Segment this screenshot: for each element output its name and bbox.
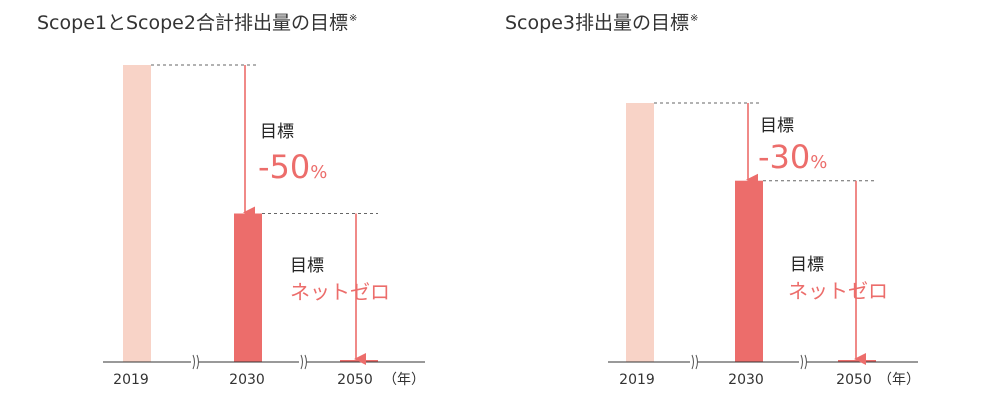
axis-break-mark [695,354,698,370]
bar-2019 [626,103,654,362]
target-value-unit: % [310,162,327,183]
x-axis-unit-label: （年） [878,372,920,388]
x-axis-unit-label: （年） [383,372,425,388]
target-value-net-zero: ネットゼロ [788,279,888,303]
target-label: 目標 [290,256,324,276]
target-label: 目標 [760,116,794,136]
tick-label-2030: 2030 [229,372,265,388]
chart-title-text: Scope3排出量の目標 [505,12,689,34]
axis-break-mark [196,354,199,370]
axis-break-mark [691,354,694,370]
bar-2019 [123,65,151,362]
target-label: 目標 [790,255,824,275]
axis-break-mark [804,354,807,370]
axis-break-mark [800,354,803,370]
tick-label-2050: 2050 [836,372,872,388]
tick-label-2030: 2030 [728,372,764,388]
bar-2030 [735,180,763,362]
bar-2030 [234,213,262,362]
target-value: -50% [258,148,327,186]
chart-title-scope12: Scope1とScope2合計排出量の目標※ [37,8,357,35]
target-value: -30% [758,138,827,176]
target-value-net-zero: ネットゼロ [290,280,390,304]
footnote-mark: ※ [689,13,699,24]
axis-break-mark [192,354,195,370]
axis-break-mark [300,354,303,370]
footnote-mark: ※ [348,13,358,24]
axis-break-mark [304,354,307,370]
tick-label-2019: 2019 [113,372,149,388]
tick-label-2019: 2019 [619,372,655,388]
target-value-unit: % [810,152,827,173]
chart-title-text: Scope1とScope2合計排出量の目標 [37,12,348,34]
chart-title-scope3: Scope3排出量の目標※ [505,8,698,35]
tick-label-2050: 2050 [337,372,373,388]
target-label: 目標 [260,122,294,142]
